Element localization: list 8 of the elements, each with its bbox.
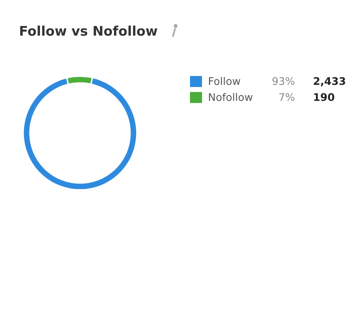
legend-label: Nofollow (209, 92, 252, 102)
legend-label: Follow (209, 76, 240, 86)
chart-title: Follow vs Nofollow (20, 26, 158, 36)
data-label: 190 (314, 93, 334, 102)
text: 93% (272, 77, 294, 86)
text: 7% (279, 93, 294, 102)
donut-slice (22, 76, 138, 191)
data-label: 2,433 (314, 77, 346, 86)
